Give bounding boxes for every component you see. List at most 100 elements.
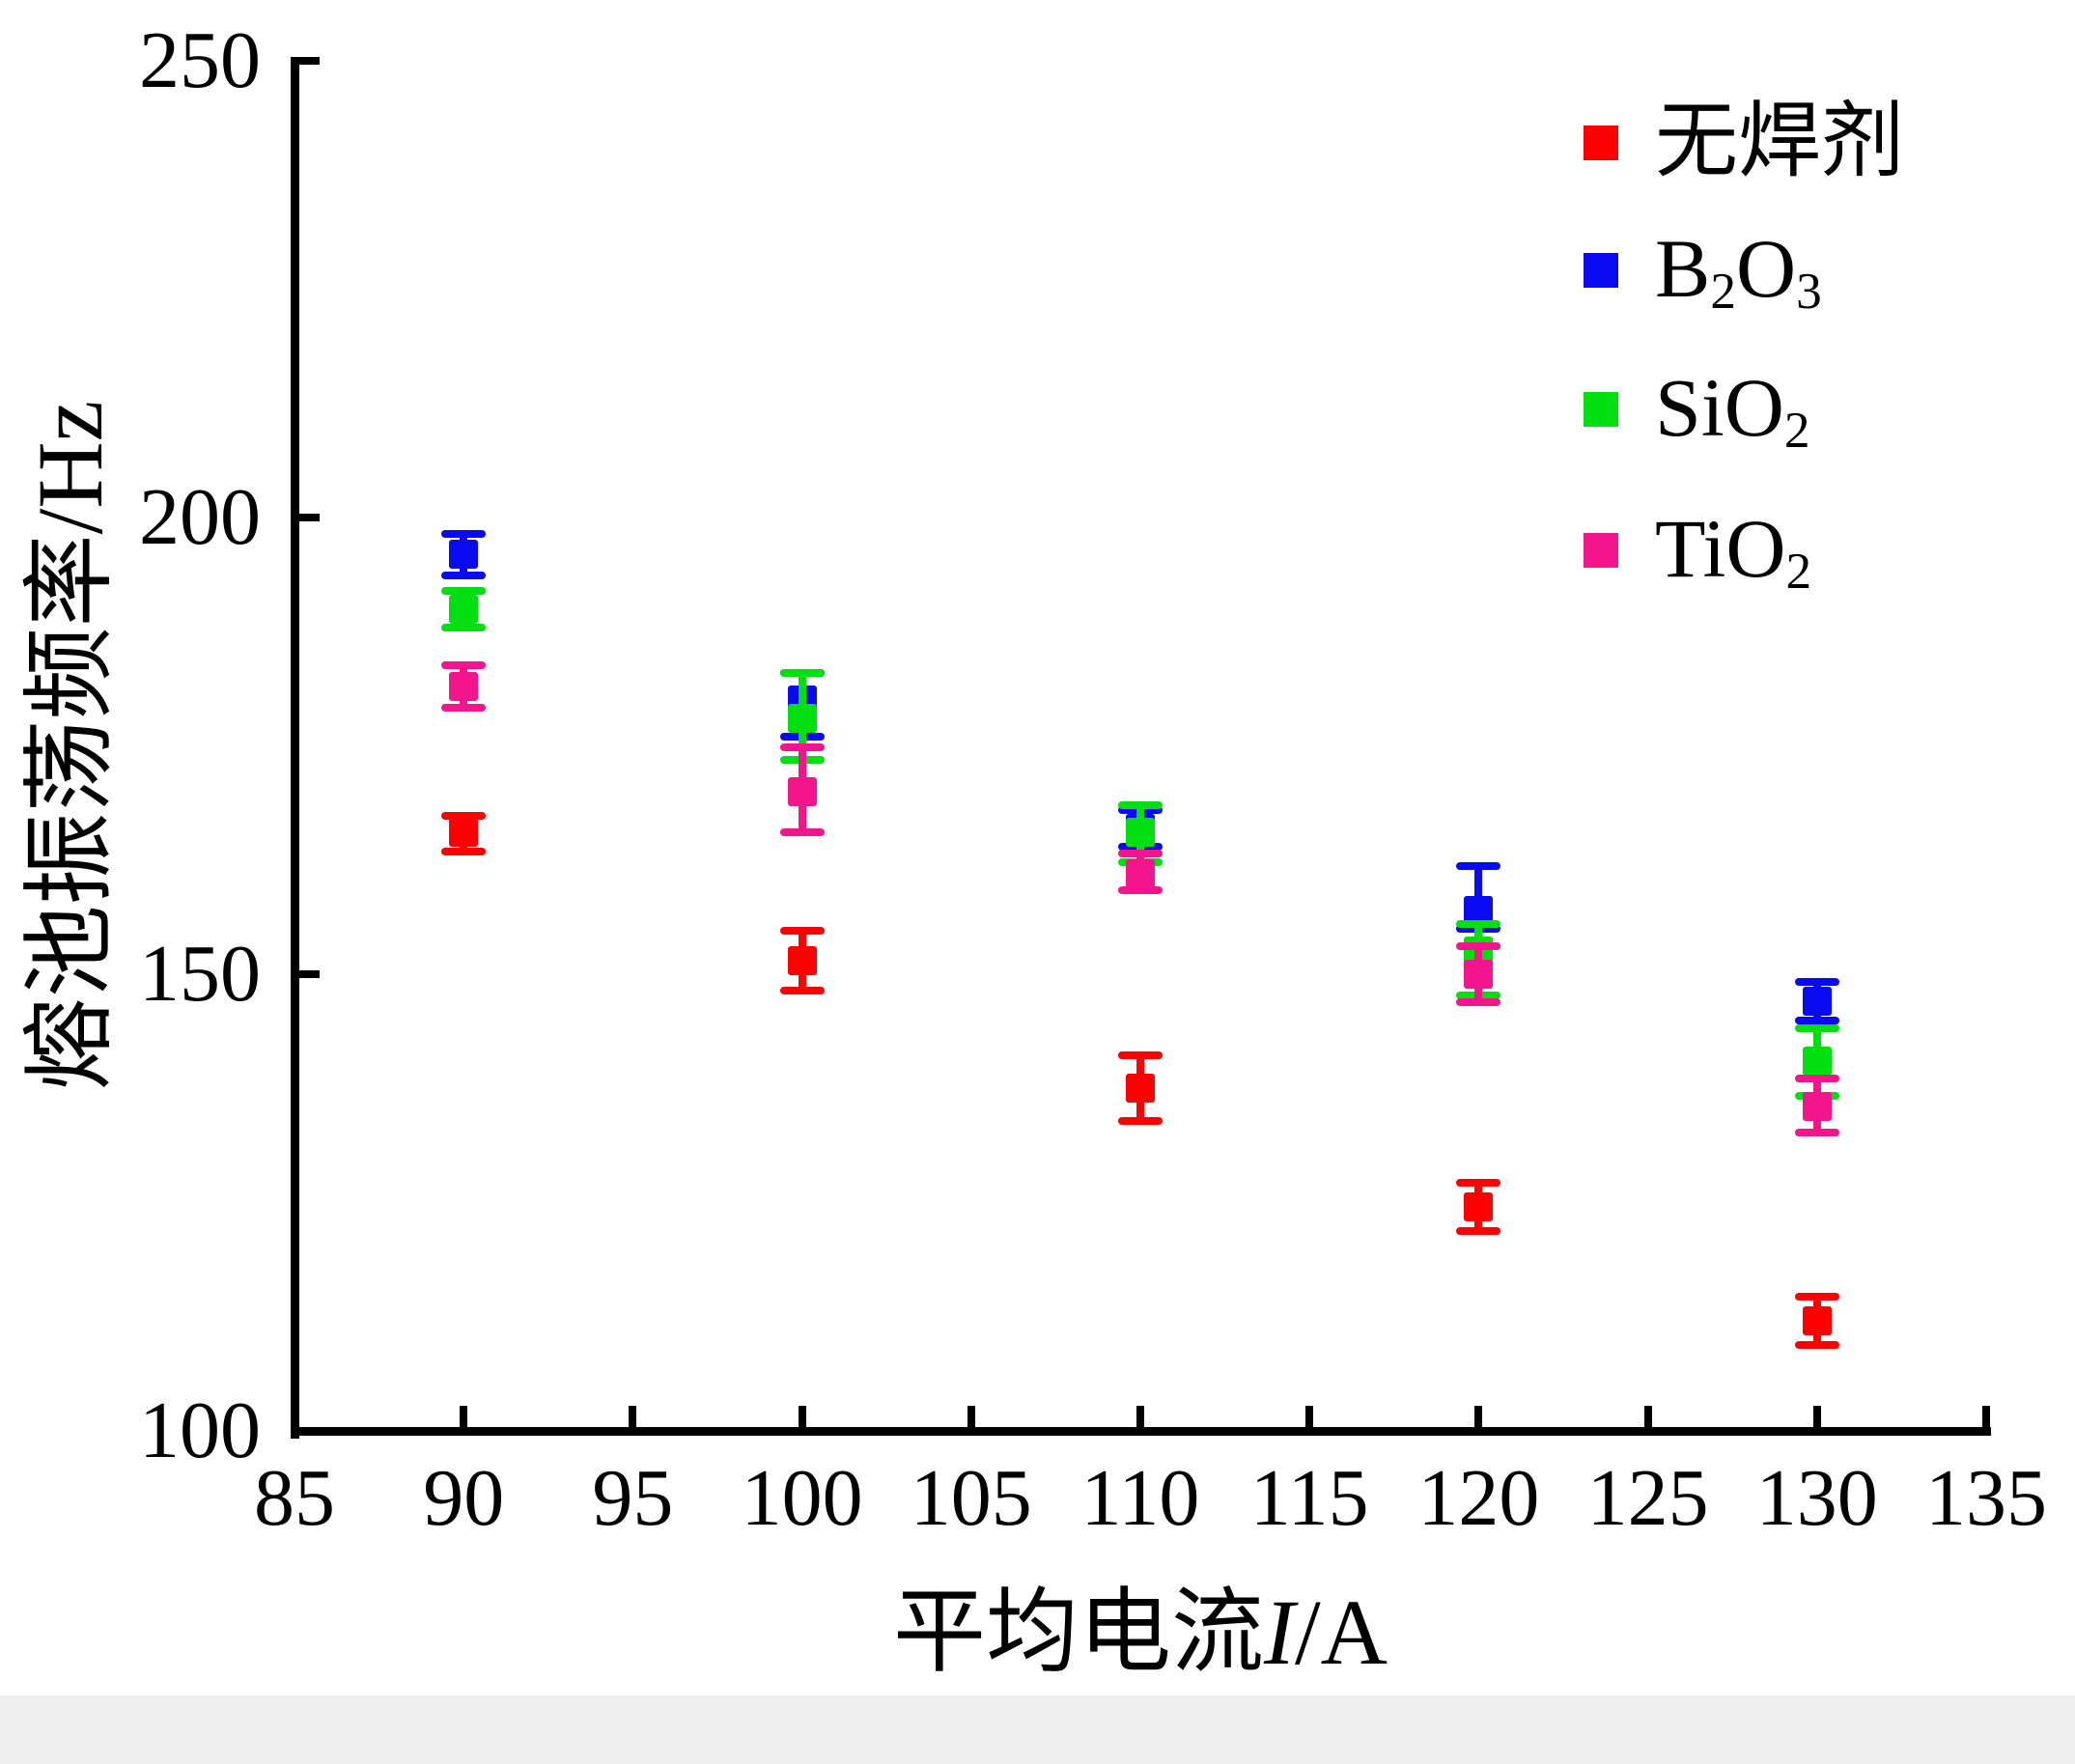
data-point-TiO2 xyxy=(1126,858,1155,888)
y-axis-line xyxy=(291,57,299,1439)
y-tick xyxy=(294,514,320,521)
label-segment: i xyxy=(1700,361,1724,454)
x-tick xyxy=(1643,1406,1652,1431)
scan-gray-strip xyxy=(0,1695,2075,1764)
y-tick xyxy=(294,57,320,65)
x-tick xyxy=(460,1406,468,1431)
data-point-TiO2 xyxy=(1802,1092,1832,1122)
x-tick-label: 100 xyxy=(741,1453,863,1543)
x-tick xyxy=(1305,1406,1314,1431)
error-bar-cap-top xyxy=(441,530,487,539)
label-segment: T xyxy=(1655,502,1703,595)
x-tick-label: 120 xyxy=(1417,1453,1540,1543)
x-tick-label: 95 xyxy=(592,1453,674,1543)
legend-label-SiO2: SiO2 xyxy=(1655,361,1810,464)
x-tick xyxy=(629,1406,637,1431)
label-segment: i xyxy=(1702,502,1726,595)
label-segment: O xyxy=(1724,361,1784,454)
x-axis-line xyxy=(291,1427,1991,1436)
y-tick-label: 100 xyxy=(139,1386,261,1475)
x-tick-label: 135 xyxy=(1925,1453,2047,1543)
legend-swatch-无焊剂 xyxy=(1584,126,1618,160)
error-bar-cap-top xyxy=(1118,1051,1163,1060)
label-segment: 2 xyxy=(1785,541,1812,600)
error-bar-cap-top xyxy=(1456,941,1501,950)
error-bar-cap-bottom xyxy=(779,828,825,837)
x-tick-label: 115 xyxy=(1249,1453,1369,1543)
error-bar-cap-bottom xyxy=(1456,1226,1501,1235)
x-tick xyxy=(1474,1406,1483,1431)
error-bar-cap-top xyxy=(1794,1023,1839,1032)
x-tick xyxy=(291,1406,298,1431)
label-segment: 2 xyxy=(1783,400,1810,459)
error-bar-cap-bottom xyxy=(441,848,487,856)
data-point-SiO2 xyxy=(787,704,817,734)
label-segment: I xyxy=(1264,1581,1295,1684)
legend-swatch-TiO2 xyxy=(1584,533,1618,568)
y-tick xyxy=(294,1427,320,1435)
legend-swatch-B2O3 xyxy=(1584,253,1618,288)
label-segment: O xyxy=(1736,222,1797,315)
x-tick xyxy=(1812,1406,1821,1431)
legend-label-无焊剂: 无焊剂 xyxy=(1655,95,1904,187)
data-point-无焊剂 xyxy=(1802,1306,1832,1336)
x-tick xyxy=(1982,1406,1990,1431)
legend-label-B2O3: B2O3 xyxy=(1655,222,1822,325)
error-bar-cap-top xyxy=(1794,1074,1839,1082)
error-bar-cap-bottom xyxy=(1456,998,1501,1007)
label-segment: B xyxy=(1655,222,1711,315)
data-point-SiO2 xyxy=(1802,1046,1832,1076)
data-point-无焊剂 xyxy=(449,818,479,848)
error-bar-cap-top xyxy=(441,812,487,821)
x-tick-label: 125 xyxy=(1586,1453,1709,1543)
label-segment: 3 xyxy=(1796,261,1822,320)
error-bar-cap-bottom xyxy=(1794,1017,1839,1025)
label-segment: 2 xyxy=(1710,261,1737,320)
data-point-无焊剂 xyxy=(1464,1192,1494,1222)
x-tick xyxy=(1136,1406,1144,1431)
data-point-B2O3 xyxy=(1802,987,1832,1017)
error-bar-cap-top xyxy=(1456,919,1501,928)
error-bar-cap-top xyxy=(779,743,825,752)
error-bar-cap-bottom xyxy=(1794,1128,1839,1136)
y-tick-label: 200 xyxy=(139,472,261,562)
x-tick xyxy=(798,1406,806,1431)
error-bar-cap-bottom xyxy=(779,987,825,995)
y-tick xyxy=(294,970,320,978)
label-segment: S xyxy=(1655,361,1701,454)
x-tick-label: 85 xyxy=(254,1453,335,1543)
x-tick-label: 110 xyxy=(1080,1453,1200,1543)
label-segment: 无焊剂 xyxy=(1655,95,1904,187)
error-bar-cap-top xyxy=(779,926,825,935)
x-axis-title: 平均电流I/A xyxy=(464,1580,1816,1686)
error-bar-cap-bottom xyxy=(441,623,487,631)
error-bar-cap-top xyxy=(1794,1292,1839,1301)
data-point-SiO2 xyxy=(1126,818,1155,848)
data-point-SiO2 xyxy=(449,594,479,624)
x-tick-label: 90 xyxy=(423,1453,505,1543)
error-bar-cap-top xyxy=(1118,800,1163,809)
error-bar-cap-top xyxy=(1118,850,1163,858)
data-point-B2O3 xyxy=(449,539,479,569)
data-point-TiO2 xyxy=(787,776,817,806)
data-point-无焊剂 xyxy=(787,945,817,975)
label-segment: O xyxy=(1725,502,1786,595)
data-point-无焊剂 xyxy=(1126,1074,1155,1104)
legend-swatch-SiO2 xyxy=(1584,392,1618,427)
error-bar-cap-top xyxy=(441,661,487,670)
y-tick-label: 250 xyxy=(139,15,261,105)
legend-label-TiO2: TiO2 xyxy=(1655,502,1811,605)
error-bar-cap-top xyxy=(1456,862,1501,871)
error-bar-cap-top xyxy=(779,668,825,677)
label-segment: 平均电流 xyxy=(893,1581,1265,1684)
error-bar-cap-bottom xyxy=(441,703,487,712)
error-bar-cap-bottom xyxy=(1794,1341,1839,1350)
data-point-TiO2 xyxy=(449,672,479,701)
x-tick-label: 105 xyxy=(910,1453,1032,1543)
error-bar-cap-top xyxy=(1794,977,1839,986)
error-bar-cap-bottom xyxy=(1118,885,1163,894)
error-bar-cap-bottom xyxy=(1118,1117,1163,1126)
